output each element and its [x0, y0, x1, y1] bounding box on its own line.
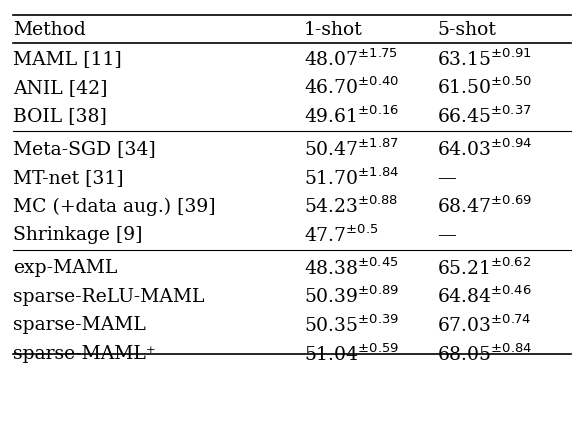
- Text: 50.39$^{\pm 0.89}$: 50.39$^{\pm 0.89}$: [304, 286, 398, 308]
- Text: 64.84$^{\pm 0.46}$: 64.84$^{\pm 0.46}$: [437, 286, 532, 308]
- Text: ANIL [42]: ANIL [42]: [13, 79, 107, 96]
- Text: MC (+data aug.) [39]: MC (+data aug.) [39]: [13, 197, 215, 216]
- Text: 51.70$^{\pm 1.84}$: 51.70$^{\pm 1.84}$: [304, 167, 399, 188]
- Text: 47.7$^{\pm 0.5}$: 47.7$^{\pm 0.5}$: [304, 224, 378, 246]
- Text: 66.45$^{\pm 0.37}$: 66.45$^{\pm 0.37}$: [437, 106, 532, 127]
- Text: —: —: [437, 226, 456, 244]
- Text: 49.61$^{\pm 0.16}$: 49.61$^{\pm 0.16}$: [304, 106, 399, 127]
- Text: 46.70$^{\pm 0.40}$: 46.70$^{\pm 0.40}$: [304, 77, 399, 98]
- Text: 51.04$^{\pm 0.59}$: 51.04$^{\pm 0.59}$: [304, 343, 398, 365]
- Text: 64.03$^{\pm 0.94}$: 64.03$^{\pm 0.94}$: [437, 139, 533, 160]
- Text: 48.38$^{\pm 0.45}$: 48.38$^{\pm 0.45}$: [304, 257, 398, 279]
- Text: sparse-ReLU-MAML: sparse-ReLU-MAML: [13, 288, 204, 306]
- Text: 50.35$^{\pm 0.39}$: 50.35$^{\pm 0.39}$: [304, 315, 399, 336]
- Text: MT-net [31]: MT-net [31]: [13, 169, 124, 187]
- Text: 67.03$^{\pm 0.74}$: 67.03$^{\pm 0.74}$: [437, 315, 531, 336]
- Text: 68.47$^{\pm 0.69}$: 68.47$^{\pm 0.69}$: [437, 196, 533, 217]
- Text: 54.23$^{\pm 0.88}$: 54.23$^{\pm 0.88}$: [304, 196, 398, 217]
- Text: BOIL [38]: BOIL [38]: [13, 107, 107, 125]
- Text: sparse-MAML: sparse-MAML: [13, 316, 146, 334]
- Text: 5-shot: 5-shot: [437, 21, 496, 39]
- Text: 65.21$^{\pm 0.62}$: 65.21$^{\pm 0.62}$: [437, 257, 531, 279]
- Text: Meta-SGD [34]: Meta-SGD [34]: [13, 140, 156, 158]
- Text: Shrinkage [9]: Shrinkage [9]: [13, 226, 142, 244]
- Text: —: —: [437, 169, 456, 187]
- Text: 48.07$^{\pm 1.75}$: 48.07$^{\pm 1.75}$: [304, 48, 398, 70]
- Text: Method: Method: [13, 21, 86, 39]
- Text: 61.50$^{\pm 0.50}$: 61.50$^{\pm 0.50}$: [437, 77, 533, 98]
- Text: 50.47$^{\pm 1.87}$: 50.47$^{\pm 1.87}$: [304, 139, 398, 160]
- Text: 68.05$^{\pm 0.84}$: 68.05$^{\pm 0.84}$: [437, 343, 532, 365]
- Text: exp-MAML: exp-MAML: [13, 259, 117, 277]
- Text: 1-shot: 1-shot: [304, 21, 363, 39]
- Text: MAML [11]: MAML [11]: [13, 50, 121, 68]
- Text: 63.15$^{\pm 0.91}$: 63.15$^{\pm 0.91}$: [437, 48, 532, 70]
- Text: sparse-MAML⁺: sparse-MAML⁺: [13, 345, 156, 363]
